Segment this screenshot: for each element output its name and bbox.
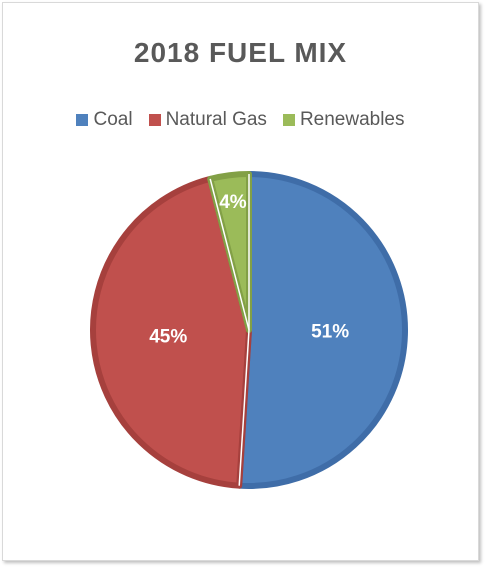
legend-item-natural-gas: Natural Gas <box>148 109 267 131</box>
legend-item-coal: Coal <box>76 109 133 131</box>
data-label-natural-gas: 45% <box>149 327 187 348</box>
pie-chart: 51% 45% 4% <box>90 171 409 489</box>
data-label-coal: 51% <box>311 322 349 343</box>
pie-slice-natural-gas <box>90 175 252 489</box>
slice-separator-natural-gas <box>238 329 250 486</box>
legend-swatch-natural-gas <box>148 114 161 126</box>
legend-label-natural-gas: Natural Gas <box>165 109 267 130</box>
data-label-renewables: 4% <box>219 192 247 213</box>
chart-area: 2018 FUEL MIX Coal Natural Gas Renewable… <box>2 2 479 561</box>
slice-separator-renewables <box>209 178 250 331</box>
legend-swatch-renewables <box>282 114 295 126</box>
chart-title: 2018 FUEL MIX <box>133 37 348 68</box>
legend-label-coal: Coal <box>93 109 133 130</box>
pie-slice-coal <box>236 171 409 489</box>
legend-label-renewables: Renewables <box>299 109 405 130</box>
legend: Coal Natural Gas Renewables <box>3 109 478 131</box>
legend-swatch-coal <box>76 114 89 126</box>
legend-item-renewables: Renewables <box>282 109 405 131</box>
